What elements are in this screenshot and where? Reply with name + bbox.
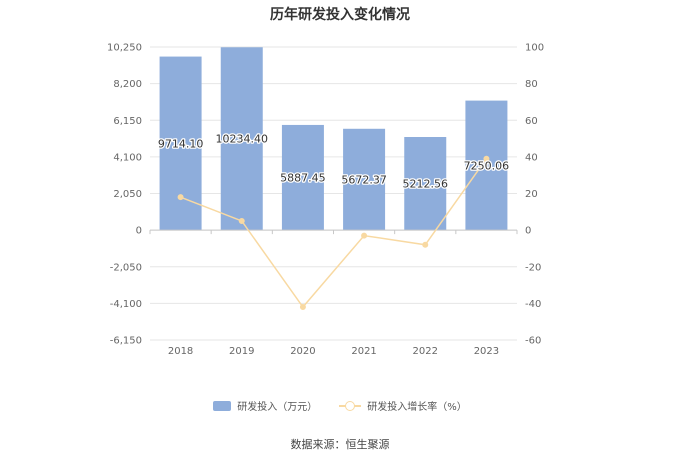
chart-title: 历年研发投入变化情况 xyxy=(270,7,410,23)
y-left-tick-label: 2,050 xyxy=(113,189,142,200)
bar-data-label: 10234.40 xyxy=(216,133,269,146)
bar-data-label: 7250.06 xyxy=(464,159,510,172)
y-left-tick-label: -2,050 xyxy=(110,262,142,273)
y-right-tick-label: 0 xyxy=(525,226,531,237)
legend-line-swatch xyxy=(339,400,362,412)
bar xyxy=(281,124,324,231)
legend-bar-swatch xyxy=(213,400,232,411)
y-right-tick-label: 20 xyxy=(525,189,538,200)
y-right-tick-label: 40 xyxy=(525,152,538,163)
bar xyxy=(220,47,263,231)
bar xyxy=(465,100,508,231)
y-left-tick-label: 4,100 xyxy=(113,152,142,163)
y-left-tick-label: -6,150 xyxy=(110,336,142,347)
y-left-tick-label: 8,200 xyxy=(113,79,142,90)
bar-data-label: 5672.37 xyxy=(341,173,387,186)
y-right-tick-label: -20 xyxy=(525,262,541,273)
legend-item-line[interactable]: 研发投入增长率（%） xyxy=(339,398,467,413)
growth-rate-point xyxy=(177,194,184,201)
growth-rate-point xyxy=(361,232,368,239)
y-left-tick-label: 0 xyxy=(136,226,142,237)
growth-rate-point xyxy=(299,304,306,311)
legend-bar-label: 研发投入（万元） xyxy=(237,402,318,413)
y-right-tick-label: -40 xyxy=(525,299,541,310)
legend: 研发投入（万元） 研发投入增长率（%） xyxy=(0,398,680,413)
x-tick-label: 2020 xyxy=(290,346,315,357)
bar xyxy=(343,128,386,231)
y-right-tick-label: 80 xyxy=(525,79,538,90)
x-tick-label: 2018 xyxy=(168,346,193,357)
growth-rate-line xyxy=(180,158,488,309)
source-note: 数据来源：恒生聚源 xyxy=(290,438,390,451)
x-tick-label: 2022 xyxy=(413,346,438,357)
x-tick-label: 2019 xyxy=(229,346,254,357)
bar-data-label: 5212.56 xyxy=(403,178,449,191)
bar-data-label: 5887.45 xyxy=(280,172,326,185)
y-right-tick-label: 100 xyxy=(525,43,544,54)
growth-rate-point xyxy=(483,155,490,162)
x-tick-label: 2023 xyxy=(474,346,499,357)
growth-rate-point xyxy=(238,217,245,224)
legend-item-bar[interactable]: 研发投入（万元） xyxy=(213,398,317,413)
x-tick-label: 2021 xyxy=(351,346,376,357)
bar-data-label: 9714.10 xyxy=(158,137,204,150)
y-left-tick-label: -4,100 xyxy=(110,299,142,310)
bar xyxy=(404,136,447,231)
y-left-tick-label: 6,150 xyxy=(113,116,142,127)
growth-rate-point xyxy=(422,241,429,248)
y-left-tick-label: 10,250 xyxy=(107,43,142,54)
legend-line-label: 研发投入增长率（%） xyxy=(367,402,467,413)
y-right-tick-label: 60 xyxy=(525,116,538,127)
bar xyxy=(159,56,202,231)
y-right-tick-label: -60 xyxy=(525,336,541,347)
